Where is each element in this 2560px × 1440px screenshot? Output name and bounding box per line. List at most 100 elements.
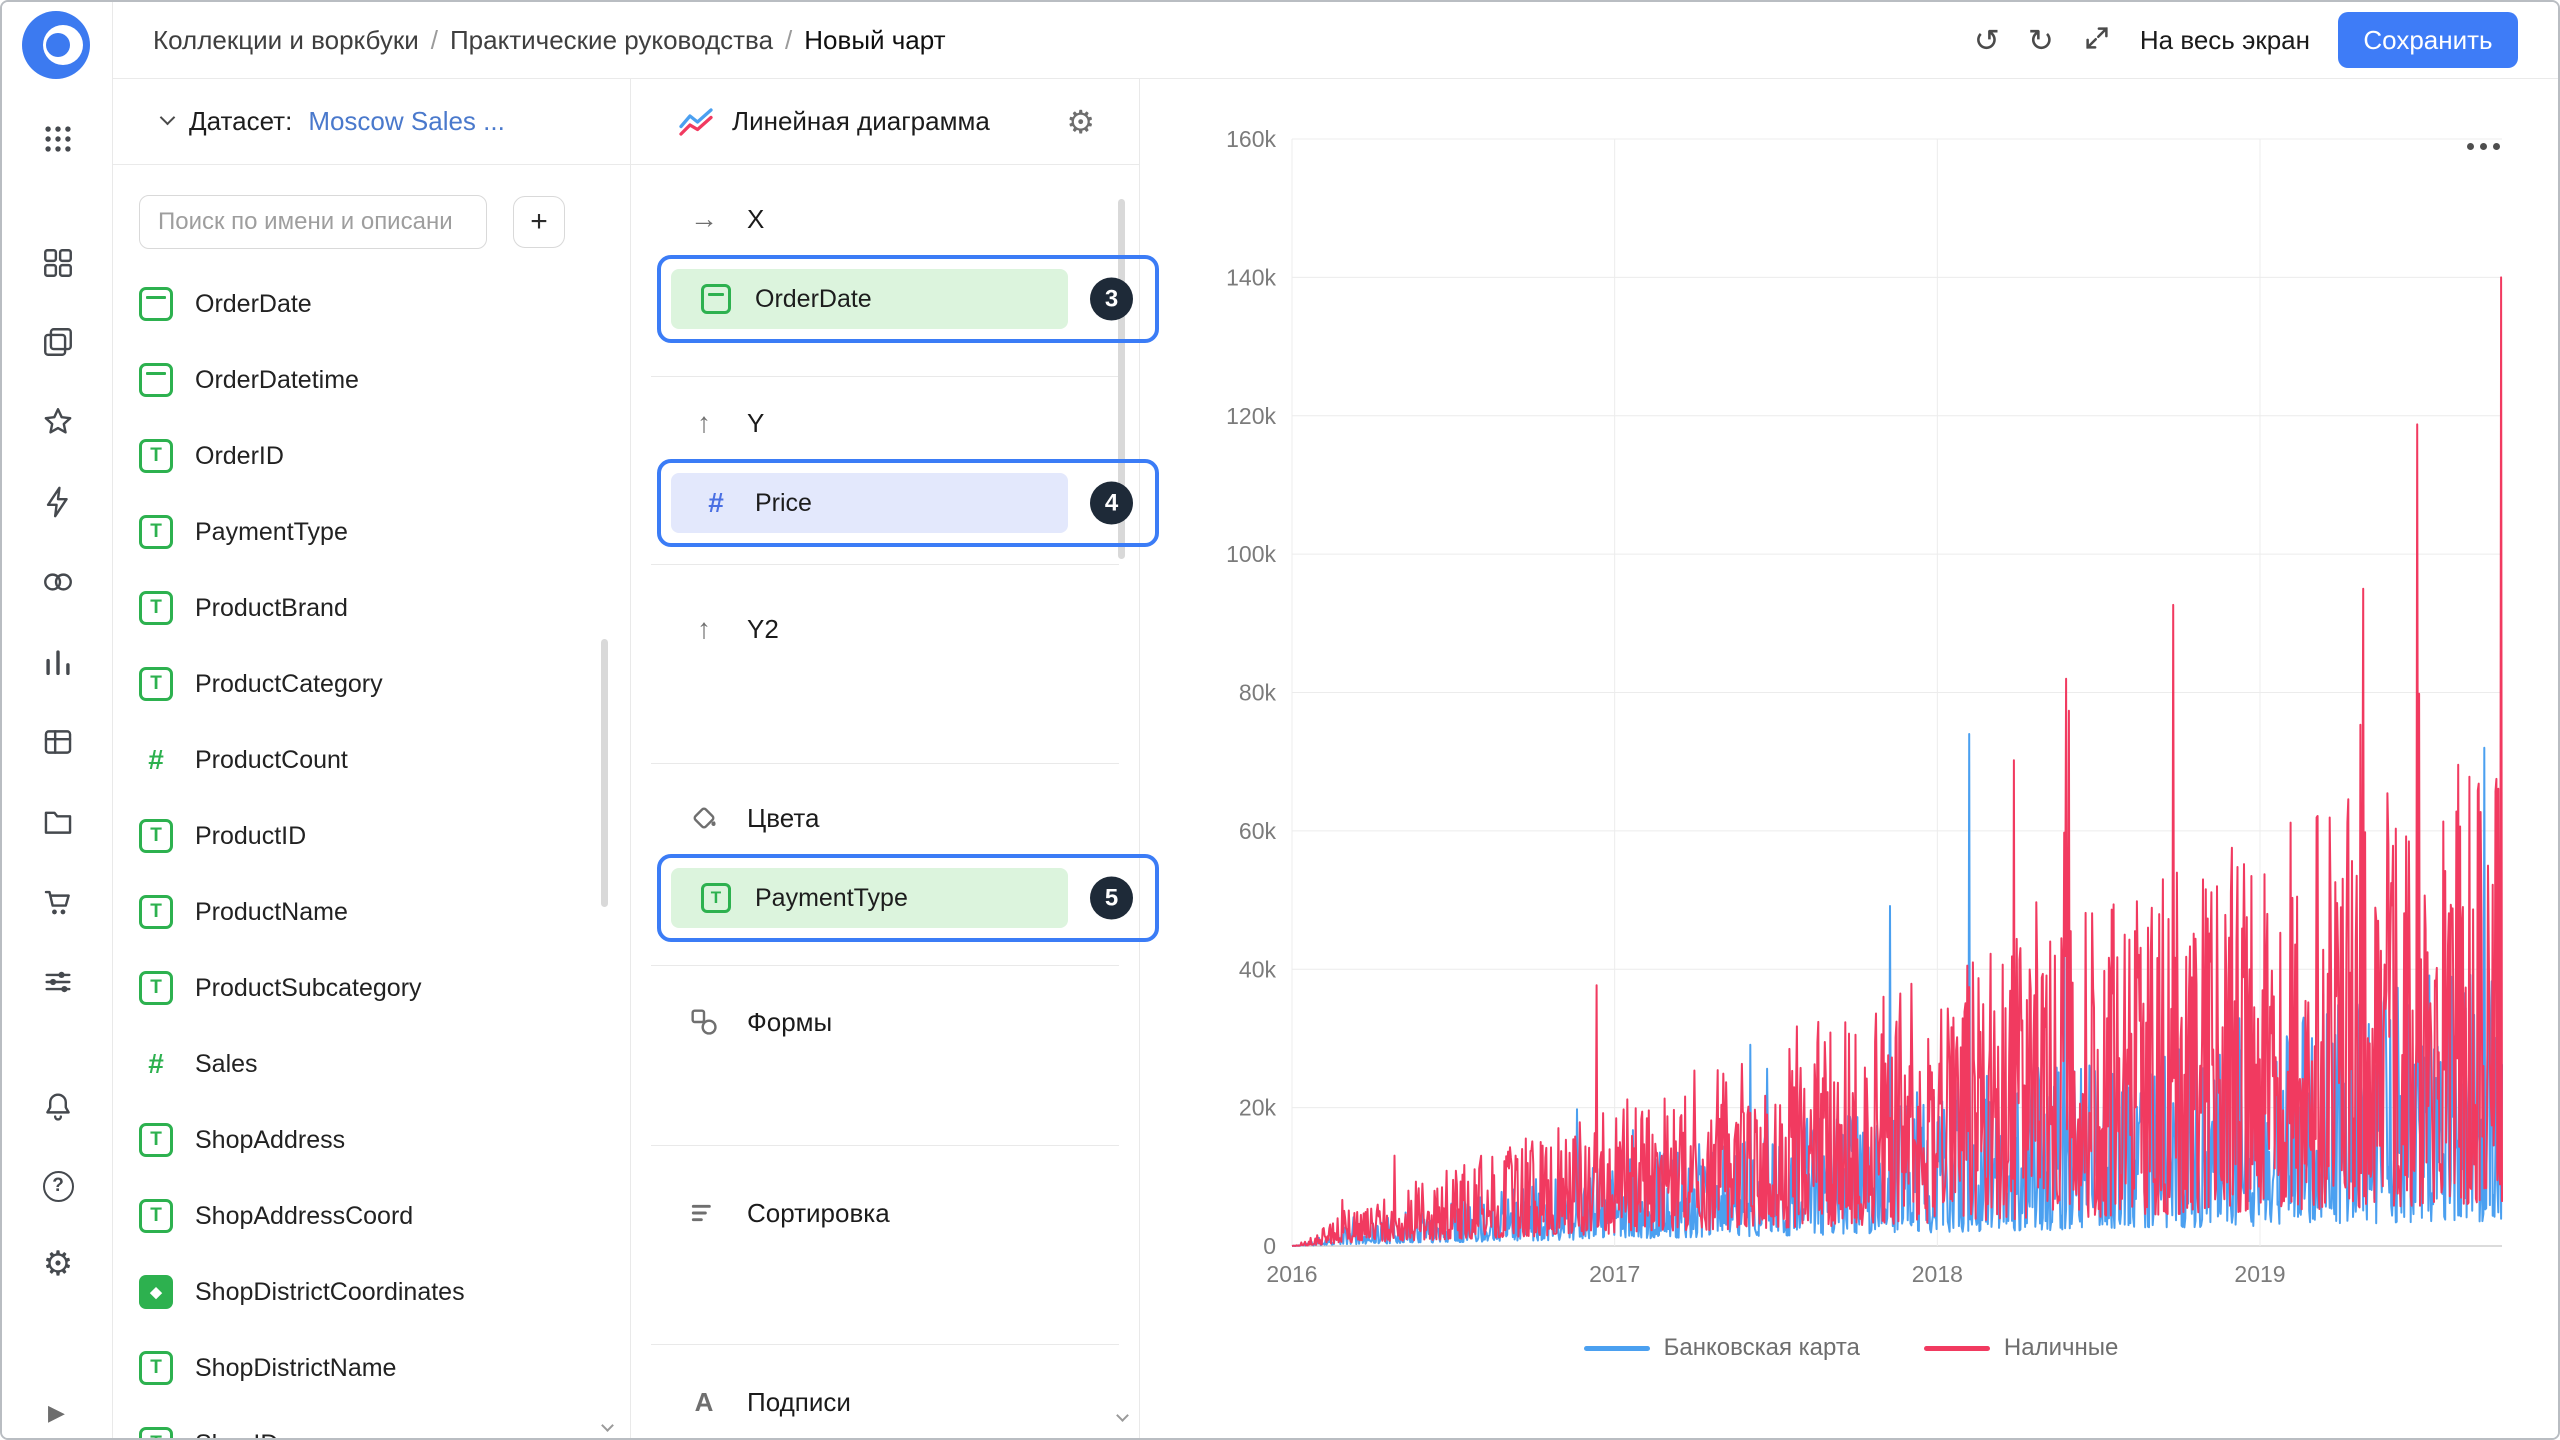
divider: [651, 564, 1119, 565]
dataset-field-row[interactable]: ProductID: [113, 798, 630, 874]
notifications-bell-icon[interactable]: [40, 1088, 76, 1124]
add-field-button[interactable]: +: [513, 196, 565, 248]
svg-text:60k: 60k: [1239, 818, 1277, 844]
field-name: ProductName: [195, 897, 348, 926]
dataset-field-row[interactable]: ProductSubcategory: [113, 950, 630, 1026]
field-type-icon: [139, 439, 173, 473]
dataset-field-row[interactable]: ProductCount: [113, 722, 630, 798]
connections-icon[interactable]: [40, 564, 76, 600]
chart-preview-area: 160k 140k 120k 100k 80k 60k 40k 20k 0 2016 2017 201…: [1140, 79, 2560, 1440]
legend-item[interactable]: Банковская карта: [1583, 1334, 1860, 1362]
redo-icon[interactable]: ↻: [2027, 22, 2054, 58]
svg-text:2017: 2017: [1589, 1261, 1640, 1287]
chevron-down-icon[interactable]: [159, 109, 176, 126]
breadcrumb-current-page: Новый чарт: [804, 24, 946, 55]
charts-icon[interactable]: [40, 644, 76, 680]
marketplace-cart-icon[interactable]: [40, 884, 76, 920]
dataset-field-row[interactable]: ShopDistrictCoordinates: [113, 1254, 630, 1330]
colors-field-pill[interactable]: PaymentType: [671, 868, 1068, 928]
line-chart-type-icon[interactable]: [678, 104, 714, 140]
chart-type-label[interactable]: Линейная диаграмма: [732, 106, 990, 136]
config-panel-header: Линейная диаграмма ⚙: [631, 79, 1139, 165]
section-y-label: Y: [747, 407, 765, 438]
dataset-field-row[interactable]: OrderDatetime: [113, 342, 630, 418]
scroll-down-icon[interactable]: [1116, 1409, 1129, 1422]
fullscreen-label[interactable]: На весь экран: [2139, 24, 2310, 55]
dataset-panel-header: Датасет: Moscow Sales ...: [113, 79, 630, 165]
breadcrumb-workbook[interactable]: Практические руководства: [449, 24, 774, 55]
config-scrollbar[interactable]: [1118, 199, 1125, 559]
y-axis-arrow-icon: ↑: [697, 407, 711, 438]
section-sort-label: Сортировка: [747, 1197, 890, 1228]
svg-text:80k: 80k: [1239, 680, 1277, 706]
fullscreen-icon[interactable]: [2082, 23, 2112, 58]
save-button[interactable]: Сохранить: [2338, 12, 2518, 68]
datasets-table-icon[interactable]: [40, 724, 76, 760]
services-sliders-icon[interactable]: [40, 964, 76, 1000]
dataset-field-row[interactable]: ShopAddress: [113, 1102, 630, 1178]
dataset-field-row[interactable]: ShopAddressCoord: [113, 1178, 630, 1254]
dataset-field-row[interactable]: OrderDate: [113, 266, 630, 342]
field-type-icon: [139, 1199, 173, 1233]
section-x: → X: [687, 199, 764, 239]
breadcrumb-collections[interactable]: Коллекции и воркбуки: [153, 24, 419, 55]
legend-swatch: [1583, 1345, 1650, 1351]
dataset-field-list: OrderDate OrderDatetime OrderID PaymentT…: [113, 266, 630, 1439]
dataset-field-row[interactable]: ShopDistrictName: [113, 1330, 630, 1406]
dataset-scrollbar[interactable]: [601, 639, 608, 907]
folder-icon[interactable]: [40, 804, 76, 840]
field-type-icon: [139, 287, 173, 321]
field-name: ShopDistrictName: [195, 1353, 397, 1382]
annotation-callout-step-4: Price 4: [657, 459, 1159, 547]
dataset-field-row[interactable]: ProductBrand: [113, 570, 630, 646]
settings-gear-icon[interactable]: ⚙: [40, 1246, 76, 1282]
dataset-panel: Датасет: Moscow Sales ... + OrderDate Or…: [113, 79, 631, 1439]
legend-item[interactable]: Наличные: [1923, 1334, 2118, 1362]
field-type-icon: [139, 1047, 173, 1081]
dataset-field-row[interactable]: Sales: [113, 1026, 630, 1102]
section-labels: A Подписи: [687, 1382, 851, 1422]
x-field-pill[interactable]: OrderDate: [671, 269, 1068, 329]
svg-text:100k: 100k: [1226, 541, 1276, 567]
svg-text:2018: 2018: [1912, 1261, 1963, 1287]
field-type-icon: [139, 1351, 173, 1385]
section-colors-label: Цвета: [747, 802, 820, 833]
datalens-logo-icon[interactable]: [19, 8, 93, 82]
lightning-icon[interactable]: [40, 484, 76, 520]
dataset-field-row[interactable]: PaymentType: [113, 494, 630, 570]
chart-settings-gear-icon[interactable]: ⚙: [1066, 103, 1095, 140]
chart-menu-icon[interactable]: [2467, 143, 2500, 150]
undo-icon[interactable]: ↺: [1973, 22, 2000, 58]
dataset-field-row[interactable]: OrderID: [113, 418, 630, 494]
dashboards-icon[interactable]: [40, 245, 76, 281]
field-search-input[interactable]: [139, 195, 487, 249]
apps-grid-icon[interactable]: [40, 121, 76, 157]
sort-icon: [687, 1197, 721, 1229]
dataset-name-link[interactable]: Moscow Sales ...: [308, 106, 505, 136]
field-name: ShopID: [195, 1430, 278, 1439]
top-bar: Коллекции и воркбуки / Практические руко…: [113, 2, 2558, 79]
favorites-star-icon[interactable]: [40, 404, 76, 440]
collapse-panel-icon[interactable]: ▶: [48, 1400, 65, 1425]
svg-text:20k: 20k: [1239, 1095, 1277, 1121]
svg-text:140k: 140k: [1226, 264, 1276, 290]
field-name: ProductCount: [195, 745, 348, 774]
dataset-field-row[interactable]: ProductName: [113, 874, 630, 950]
field-name: ProductBrand: [195, 593, 348, 622]
paint-bucket-icon: [687, 802, 721, 834]
annotation-callout-step-5: PaymentType 5: [657, 854, 1159, 942]
field-name: ProductSubcategory: [195, 973, 422, 1002]
field-type-icon: [139, 591, 173, 625]
workbooks-icon[interactable]: [40, 324, 76, 360]
help-icon[interactable]: ?: [40, 1168, 76, 1204]
section-colors: Цвета: [687, 798, 819, 838]
section-labels-label: Подписи: [747, 1386, 851, 1417]
y-field-pill[interactable]: Price: [671, 473, 1068, 533]
dataset-field-row[interactable]: ProductCategory: [113, 646, 630, 722]
svg-text:120k: 120k: [1226, 403, 1276, 429]
field-name: ShopAddress: [195, 1125, 346, 1154]
left-sidebar: ? ⚙ ▶: [2, 2, 113, 1438]
dataset-field-row[interactable]: ShopID: [113, 1406, 630, 1439]
